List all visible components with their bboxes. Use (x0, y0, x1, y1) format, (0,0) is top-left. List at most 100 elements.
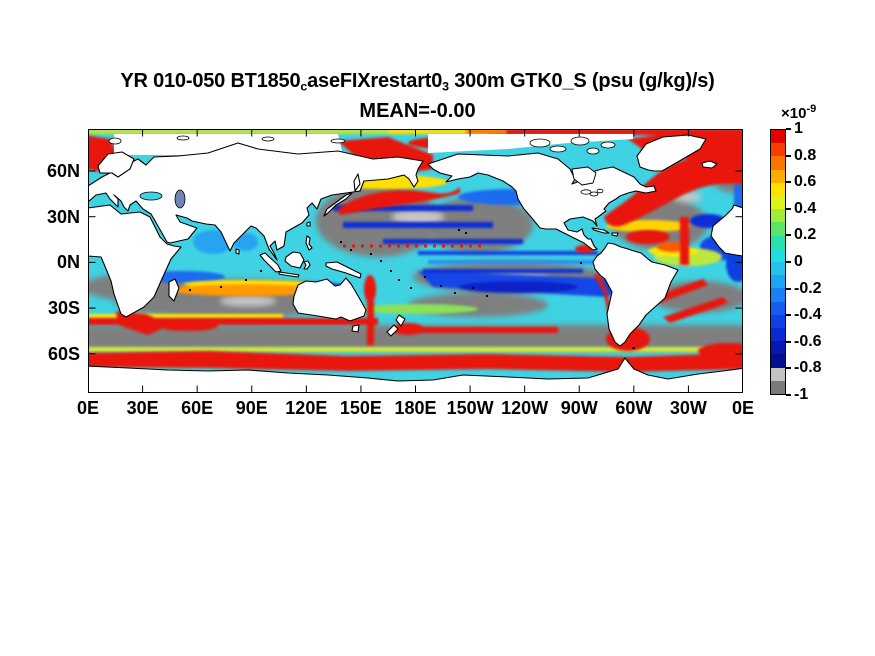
landmasses (85, 134, 746, 396)
colorbar-tick-mark (786, 340, 791, 343)
y-tick-label: 30N (46, 206, 80, 227)
x-tick-label: 150W (446, 398, 494, 418)
land-tasmania (351, 324, 360, 333)
colorbar-segment (771, 130, 785, 144)
land-borneo (284, 251, 305, 269)
colorbar-exponent-power: -9 (806, 103, 817, 115)
x-tick-label: 90W (560, 398, 598, 418)
y-tick-label: 0N (56, 252, 80, 273)
colorbar-exponent-base: ×10 (781, 105, 807, 122)
land-south-america (592, 242, 679, 347)
arctic-islands (108, 135, 616, 155)
land-taiwan (306, 221, 311, 227)
x-tick-label: 150E (339, 398, 382, 418)
colorbar-tick-label: 1 (794, 120, 803, 137)
x-tick-label: 0E (731, 398, 754, 418)
caspian-sea (174, 189, 186, 209)
land-philippines (305, 235, 313, 251)
x-tick-label: 120E (285, 398, 328, 418)
colorbar-segment (771, 196, 785, 210)
x-tick-label: 90E (235, 398, 268, 418)
land-java (278, 271, 300, 278)
land-west-africa (710, 204, 744, 257)
colorbar-segment (771, 182, 785, 197)
land-iceland (701, 160, 718, 169)
colorbar-segment (771, 380, 785, 395)
colorbar-segment (771, 248, 785, 263)
colorbar-segment (771, 169, 785, 183)
colorbar-tick-mark (786, 128, 791, 130)
land-africa (87, 204, 182, 318)
colorbar-segment (771, 275, 785, 289)
colorbar-tick-label: -1 (794, 386, 809, 403)
land-japan (323, 192, 353, 217)
colorbar-segment (771, 143, 785, 157)
land-new-zealand (386, 314, 406, 337)
colorbar-tick-mark (786, 287, 791, 290)
land-sri-lanka (235, 248, 240, 255)
x-tick-label: 30W (669, 398, 707, 418)
colorbar-segment (771, 328, 785, 342)
title-segment: YR 010-050 BT1850 (120, 70, 301, 92)
x-tick-label: 180E (394, 398, 437, 418)
land-australia (292, 277, 367, 322)
world-map (83, 129, 764, 396)
colorbar-tick-mark (786, 261, 791, 263)
x-tick-label: 0E (76, 398, 100, 418)
colorbar-tick-label: -0.2 (794, 279, 822, 297)
colorbar-tick-mark (786, 314, 791, 317)
colorbar-tick-label: 0.4 (794, 199, 817, 217)
land-greenland (636, 134, 707, 172)
colorbar-tick-mark (786, 234, 791, 237)
colorbar-tick-label: 0.2 (794, 226, 817, 244)
colorbar-segment (771, 156, 785, 170)
colorbar-segment (771, 235, 785, 249)
y-tick-label: 30S (47, 298, 80, 319)
land-new-guinea (325, 261, 362, 279)
map-plot-area (83, 129, 764, 396)
title-subscript: c (300, 79, 308, 94)
figure-subtitle-mean: MEAN=-0.00 (359, 100, 476, 122)
ocean-red-features (83, 129, 758, 372)
black-sea (139, 191, 163, 201)
map-frame (88, 129, 743, 393)
colorbar-tick-mark (786, 367, 791, 370)
x-tick-label: 120W (501, 398, 549, 418)
colorbar-segment (771, 367, 785, 381)
figure-title: YR 010-050 BT1850caseFIXrestart03 300m G… (0, 70, 835, 94)
title-segment: aseFIXrestart0 (307, 70, 443, 92)
colorbar-tick-label: -0.4 (794, 306, 822, 324)
land-sumatra (259, 252, 282, 273)
great-lakes (580, 188, 604, 197)
colorbar-segment (771, 341, 785, 355)
y-tick-label: 60S (47, 343, 80, 364)
colorbar-segment (771, 314, 785, 329)
colorbar-tick-label: -0.6 (794, 332, 822, 350)
colorbar-tick-mark (786, 181, 791, 184)
y-tick-label: 60N (46, 161, 80, 181)
x-tick-label: 60W (615, 398, 653, 418)
colorbar-tick-mark (786, 394, 791, 396)
colorbar-exponent: ×10-9 (781, 103, 816, 122)
land-madagascar (168, 278, 180, 302)
land-eurasia (87, 142, 424, 261)
colorbar (770, 129, 786, 395)
colorbar-tick-mark (786, 154, 791, 157)
land-north-america (427, 152, 657, 251)
colorbar-segment (771, 209, 785, 223)
land-antarctica (85, 357, 746, 396)
land-sulawesi (303, 260, 311, 270)
land-sakhalin (353, 173, 361, 192)
colorbar-segment (771, 222, 785, 236)
x-tick-label: 60E (181, 398, 214, 418)
title-subscript: 3 (442, 79, 449, 94)
colorbar-tick-label: -0.8 (794, 359, 822, 377)
colorbar-tick-label: 0.8 (794, 146, 817, 164)
land-scandinavia (97, 151, 135, 178)
land-cuba (591, 227, 610, 234)
colorbar-tick-label: 0.6 (794, 173, 817, 191)
island-specks (189, 229, 635, 349)
hudson-bay (571, 166, 597, 186)
land-hispaniola (611, 232, 619, 237)
